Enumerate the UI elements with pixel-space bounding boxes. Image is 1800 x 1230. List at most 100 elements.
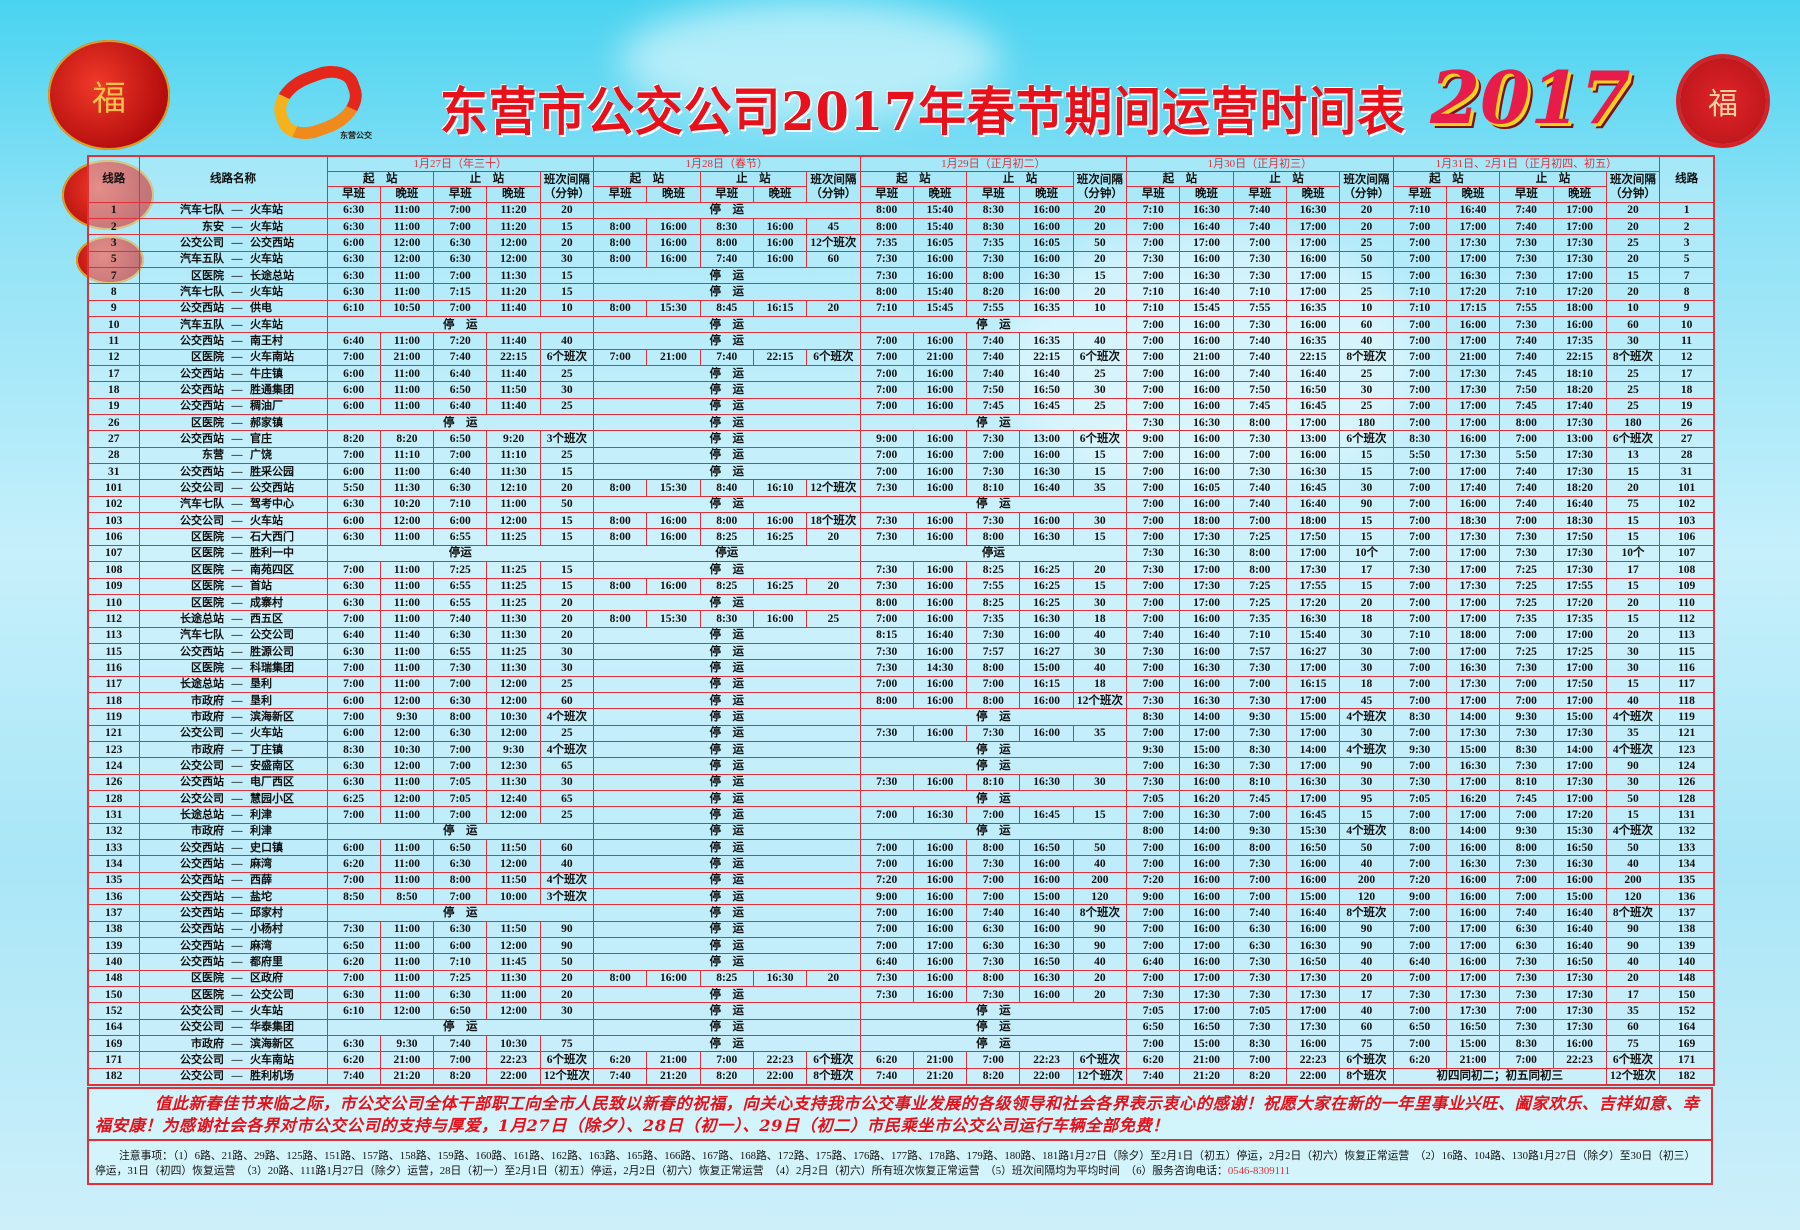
cell-end-late: 13:00 xyxy=(1019,430,1074,448)
cell-interval: 8个班次 xyxy=(806,1067,861,1086)
cell-end-early: 8:20 xyxy=(699,1067,754,1086)
route-dash: — xyxy=(231,1005,243,1018)
cell-end-early: 6:30 xyxy=(433,626,488,644)
route-to: 首站 xyxy=(250,580,272,593)
cell-end-late: 16:30 xyxy=(1552,855,1607,873)
route-name-wrap: 公交西站 — 麻湾 xyxy=(140,857,326,871)
cell-interval: 15 xyxy=(1339,577,1394,595)
cell-end-late: 12:00 xyxy=(486,724,541,742)
table-row: 7 区医院 — 长途总站 6:30 11:00 7:00 11:30 15 停 运 7:30 16:0… xyxy=(87,266,1715,285)
route-dash: — xyxy=(231,547,243,560)
cell-end-late: 11:25 xyxy=(486,593,541,612)
cell-interval: 40 xyxy=(1605,953,1661,971)
route-number: 12 xyxy=(1659,348,1715,367)
route-number: 102 xyxy=(1659,495,1715,514)
date-header: 1月30日（正月初三） xyxy=(1126,155,1394,172)
cell-start-late: 17:00 xyxy=(1179,593,1234,612)
cell-start-early: 9:00 xyxy=(1392,888,1447,906)
cell-end-early: 7:20 xyxy=(433,332,488,350)
cell-end-early: 7:00 xyxy=(1232,675,1287,693)
cell-start-early: 7:00 xyxy=(1392,479,1447,497)
route-from: 公交西站 xyxy=(180,923,224,936)
suspended-cell: 停 运 xyxy=(593,986,861,1004)
cell-interval: 30 xyxy=(1072,773,1128,791)
cell-end-late: 16:40 xyxy=(1285,495,1341,514)
cell-end-early: 7:30 xyxy=(966,463,1021,481)
cell-start-late: 16:00 xyxy=(1179,904,1234,922)
route-number: 148 xyxy=(87,969,140,988)
cell-start-late: 15:00 xyxy=(1445,1035,1501,1053)
cell-end-late: 11:25 xyxy=(486,528,541,546)
cell-interval: 20 xyxy=(539,234,595,252)
cell-end-early: 8:00 xyxy=(1232,544,1287,563)
route-dash: — xyxy=(231,302,243,315)
cell-start-late: 16:00 xyxy=(912,365,968,383)
cell-end-late: 17:50 xyxy=(1552,675,1607,693)
suspended-cell: 停 运 xyxy=(593,953,861,971)
route-name: 汽车七队 — 火车站 xyxy=(138,283,328,301)
cell-end-late: 17:30 xyxy=(1552,724,1607,742)
cell-end-early: 7:00 xyxy=(433,201,488,219)
cell-start-early: 7:05 xyxy=(1126,1002,1181,1020)
cell-start-early: 7:30 xyxy=(1126,544,1181,563)
route-name-wrap: 区医院 — 胜利一中 xyxy=(140,546,326,560)
route-number: 7 xyxy=(87,266,140,285)
route-from: 区医院 xyxy=(191,563,224,576)
cell-start-late: 11:00 xyxy=(379,577,435,595)
suspended-cell: 停 运 xyxy=(593,888,861,906)
cell-end-early: 6:40 xyxy=(433,463,488,481)
route-dash: — xyxy=(231,351,243,364)
cell-interval: 4个班次 xyxy=(1605,822,1661,841)
cell-start-early: 8:50 xyxy=(326,888,381,906)
route-name: 公交西站 — 南王村 xyxy=(138,332,328,350)
cell-end-early: 5:50 xyxy=(1499,446,1554,465)
cell-start-late: 11:00 xyxy=(379,675,435,693)
cell-start-late: 16:00 xyxy=(1179,871,1234,890)
route-number: 12 xyxy=(87,348,140,367)
route-from: 公交西站 xyxy=(180,776,224,789)
table-row: 107 区医院 — 胜利一中 停运 停运 停运 7:30 16:30 8:00 17:00 10个 7:… xyxy=(87,544,1715,563)
cell-end-late: 16:00 xyxy=(1019,201,1074,219)
cell-start-late: 16:00 xyxy=(912,610,968,628)
cell-end-early: 7:15 xyxy=(433,283,488,301)
cell-start-late: 16:30 xyxy=(1179,201,1234,219)
route-dash: — xyxy=(231,792,243,805)
year-emblem: 2017 xyxy=(1430,55,1631,140)
cell-start-late: 16:30 xyxy=(1445,757,1501,775)
cell-interval: 20 xyxy=(1339,217,1394,236)
cell-end-early: 8:00 xyxy=(966,659,1021,677)
cell-end-late: 12:40 xyxy=(486,789,541,808)
shift-header-early: 早班 xyxy=(1232,186,1287,203)
cell-end-early: 7:45 xyxy=(966,397,1021,416)
suspended-cell: 停 运 xyxy=(859,740,1128,759)
cell-start-late: 17:30 xyxy=(1445,528,1501,546)
cell-start-early: 7:40 xyxy=(593,1067,648,1086)
table-row: 118 市政府 — 垦利 6:00 12:00 6:30 12:00 60 停 运 8:00 16:0… xyxy=(87,691,1715,710)
cell-start-late: 11:00 xyxy=(379,528,435,546)
cell-end-late: 14:00 xyxy=(1552,740,1607,759)
cell-end-late: 16:50 xyxy=(1019,838,1074,857)
route-from: 市政府 xyxy=(191,710,224,723)
cell-end-early: 7:40 xyxy=(1232,332,1287,350)
suspended-cell: 停 运 xyxy=(593,724,861,742)
cell-start-early: 7:00 xyxy=(1126,1035,1181,1053)
cell-end-early: 7:00 xyxy=(433,266,488,285)
route-name-wrap: 公交公司 — 公交西站 xyxy=(140,236,326,250)
cell-start-late: 16:00 xyxy=(1445,430,1501,448)
cell-end-early: 7:45 xyxy=(1232,789,1287,808)
cell-end-early: 6:30 xyxy=(433,234,488,252)
suspended-cell: 停 运 xyxy=(593,789,861,808)
cell-end-early: 6:30 xyxy=(433,920,488,939)
cell-start-late: 21:00 xyxy=(646,348,701,367)
cell-end-late: 22:23 xyxy=(1552,1051,1607,1069)
route-name-wrap: 区医院 — 郝家镇 xyxy=(140,416,326,430)
route-to: 利津 xyxy=(250,825,272,838)
cell-end-late: 16:00 xyxy=(1019,855,1074,873)
table-row: 26 区医院 — 郝家镇停 运停 运停 运 7:30 16:30 8:00 17:00 180 7… xyxy=(87,414,1715,432)
suspended-cell: 停 运 xyxy=(593,920,861,939)
cell-end-early: 6:30 xyxy=(433,986,488,1004)
cell-start-early: 7:30 xyxy=(859,659,914,677)
cell-start-late: 16:00 xyxy=(912,888,968,906)
route-number: 128 xyxy=(87,789,140,808)
route-number: 11 xyxy=(87,332,140,350)
